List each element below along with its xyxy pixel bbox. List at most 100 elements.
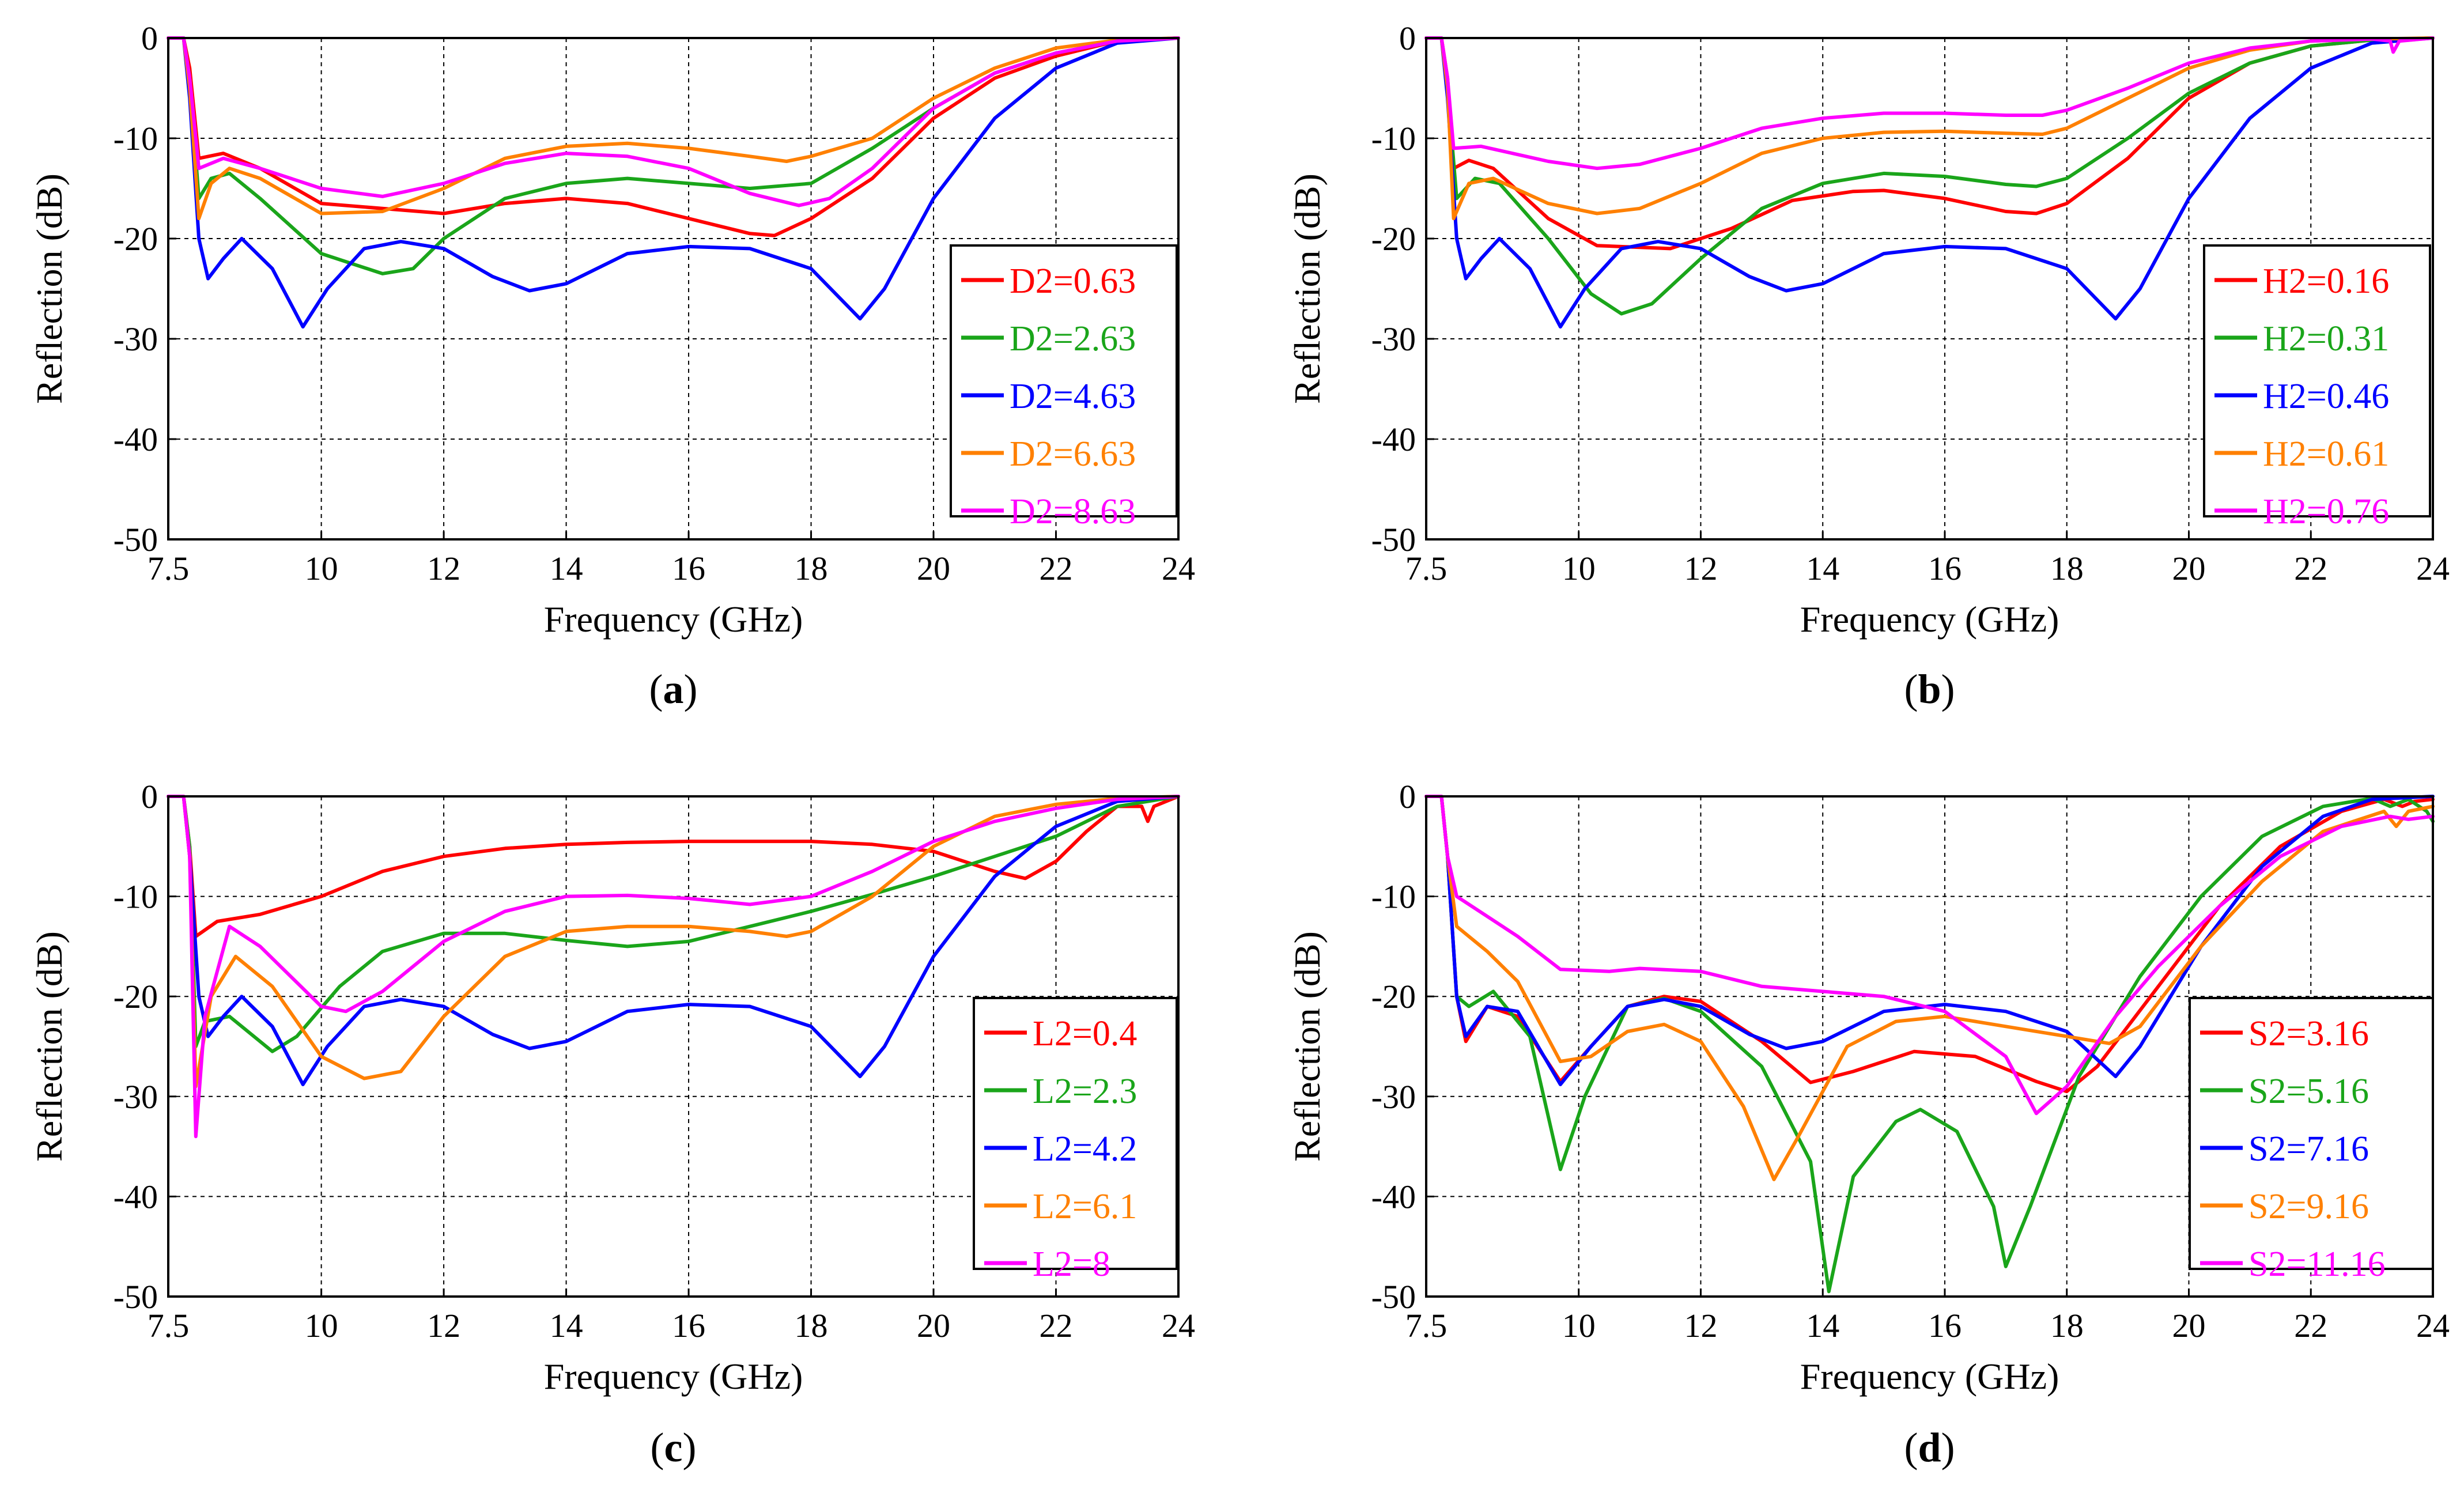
legend-entry: L2=2.3 xyxy=(1033,1072,1137,1111)
y-tick-label: -10 xyxy=(114,878,158,916)
y-tick-label: -20 xyxy=(1371,978,1416,1015)
y-tick-label: -50 xyxy=(1371,521,1416,558)
y-tick-label: -50 xyxy=(1371,1278,1416,1316)
legend-entry: H2=0.46 xyxy=(2263,377,2389,416)
y-tick-label: -50 xyxy=(114,521,158,558)
legend-entry: L2=0.4 xyxy=(1033,1014,1137,1053)
x-tick-label: 18 xyxy=(795,550,828,587)
legend-entry: L2=6.1 xyxy=(1033,1187,1137,1226)
series-line-D2=0.63 xyxy=(167,36,1180,237)
x-tick-label: 20 xyxy=(917,550,950,587)
y-tick-label: -30 xyxy=(114,320,158,358)
x-tick-label: 22 xyxy=(1040,1307,1073,1344)
x-tick-label: 14 xyxy=(550,1307,583,1344)
x-tick-label: 16 xyxy=(1928,550,1962,587)
legend-entry: D2=8.63 xyxy=(1010,492,1136,531)
panel-label-open: ( xyxy=(1904,666,1918,712)
panel-label: (c) xyxy=(651,1424,697,1471)
y-tick-label: -50 xyxy=(114,1278,158,1316)
series-line-S2=7.16 xyxy=(1424,795,2435,1086)
x-tick-label: 7.5 xyxy=(1405,1307,1448,1344)
legend: D2=0.63 D2=2.63 D2=4.63 D2=6.63 D2=8.63 xyxy=(950,244,1178,531)
x-tick-label: 12 xyxy=(427,550,460,587)
x-tick-label: 24 xyxy=(2416,550,2450,587)
x-tick-label: 22 xyxy=(2294,550,2327,587)
series-line-S2=11.16 xyxy=(1424,795,2435,1116)
series-line-L2=8 xyxy=(167,795,1180,1139)
y-tick-label: -40 xyxy=(1371,421,1416,458)
chart-panel-c: 7.5 10 12 14 16 18 20 22 24 0 -10 -20 -30 -40 -50 Frequ… xyxy=(29,778,1195,1471)
y-tick-label: -30 xyxy=(1371,320,1416,358)
y-tick-label: -10 xyxy=(114,120,158,157)
y-tick-label: -20 xyxy=(1371,220,1416,258)
x-tick-label: 7.5 xyxy=(148,550,190,587)
y-tick-label: 0 xyxy=(1399,20,1416,57)
y-tick-label: -20 xyxy=(114,978,158,1015)
legend-box xyxy=(950,244,1178,517)
y-tick-label: -20 xyxy=(114,220,158,258)
x-tick-label: 18 xyxy=(2050,550,2084,587)
panel-label-close: ) xyxy=(682,1424,696,1471)
x-tick-label: 14 xyxy=(550,550,583,587)
legend-entry: D2=0.63 xyxy=(1010,262,1136,301)
x-tick-label: 18 xyxy=(2050,1307,2084,1344)
legend-box xyxy=(2203,244,2431,517)
panel-label-close: ) xyxy=(1941,1424,1955,1471)
y-tick-label: -10 xyxy=(1371,120,1416,157)
panel-label: (a) xyxy=(649,666,698,712)
panel-label-close: ) xyxy=(1941,666,1955,712)
y-tick-label: 0 xyxy=(1399,778,1416,815)
legend-entry: S2=11.16 xyxy=(2248,1245,2386,1284)
x-axis-label: Frequency (GHz) xyxy=(1800,1356,2059,1397)
panel-label-open: ( xyxy=(651,1424,664,1471)
y-tick-label: -30 xyxy=(114,1078,158,1116)
x-tick-label: 22 xyxy=(1040,550,1073,587)
panel-label-close: ) xyxy=(684,666,698,712)
y-tick-label: -40 xyxy=(114,421,158,458)
series-line-S2=5.16 xyxy=(1424,795,2435,1294)
series-line-D2=6.63 xyxy=(167,36,1180,221)
legend-entry: D2=2.63 xyxy=(1010,319,1136,358)
panel-label-open: ( xyxy=(1904,1424,1918,1471)
x-tick-label: 20 xyxy=(2172,1307,2205,1344)
y-axis-label: Reflection (dB) xyxy=(1287,173,1328,404)
x-tick-label: 22 xyxy=(2294,1307,2327,1344)
legend-box xyxy=(973,997,1178,1270)
legend-entry: H2=0.61 xyxy=(2263,434,2389,474)
y-axis-label: Reflection (dB) xyxy=(1287,931,1328,1162)
y-tick-label: 0 xyxy=(141,778,158,815)
panel-label-letter: b xyxy=(1918,666,1941,712)
x-tick-label: 10 xyxy=(1562,1307,1596,1344)
x-tick-label: 10 xyxy=(305,550,338,587)
x-tick-label: 20 xyxy=(917,1307,950,1344)
x-axis-label: Frequency (GHz) xyxy=(544,599,803,640)
chart-panel-d: 7.5 10 12 14 16 18 20 22 24 0 -10 -20 -30 -40 -50 Frequ… xyxy=(1287,778,2450,1471)
x-tick-label: 10 xyxy=(1562,550,1596,587)
x-tick-label: 24 xyxy=(1162,550,1195,587)
legend-entry: S2=3.16 xyxy=(2248,1014,2369,1053)
x-tick-label: 24 xyxy=(1162,1307,1195,1344)
x-tick-label: 18 xyxy=(795,1307,828,1344)
x-tick-label: 12 xyxy=(1684,550,1717,587)
legend-entry: S2=9.16 xyxy=(2248,1187,2369,1226)
legend-entry: D2=6.63 xyxy=(1010,434,1136,474)
series-line-D2=8.63 xyxy=(167,36,1180,207)
panel-label-letter: a xyxy=(663,666,684,712)
x-axis-label: Frequency (GHz) xyxy=(544,1356,803,1397)
series-line-H2=0.76 xyxy=(1424,36,2435,171)
y-tick-label: 0 xyxy=(141,20,158,57)
y-axis-label: Reflection (dB) xyxy=(29,931,70,1162)
legend-box xyxy=(2189,997,2434,1270)
x-tick-label: 16 xyxy=(1928,1307,1962,1344)
y-tick-label: -30 xyxy=(1371,1078,1416,1116)
legend-entry: H2=0.16 xyxy=(2263,262,2389,301)
legend-entry: S2=7.16 xyxy=(2248,1129,2369,1169)
y-tick-label: -40 xyxy=(114,1178,158,1215)
x-tick-label: 7.5 xyxy=(1405,550,1448,587)
panel-label-open: ( xyxy=(649,666,663,712)
panel-label: (b) xyxy=(1904,666,1955,712)
series-line-L2=6.1 xyxy=(167,795,1180,1089)
legend: L2=0.4 L2=2.3 L2=4.2 L2=6.1 L2=8 xyxy=(973,997,1178,1284)
x-tick-label: 7.5 xyxy=(148,1307,190,1344)
